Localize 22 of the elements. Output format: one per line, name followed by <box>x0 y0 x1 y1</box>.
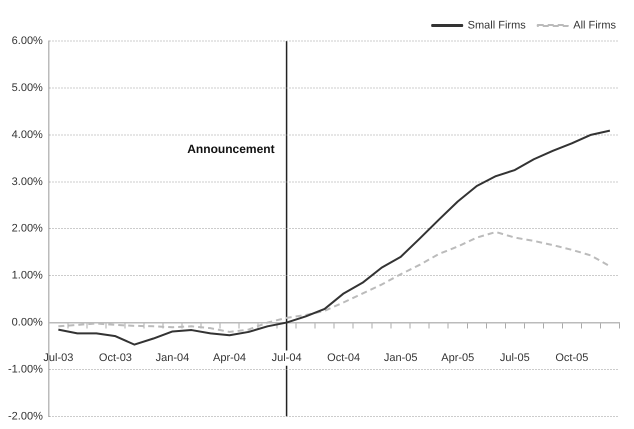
x-tick-label: Apr-04 <box>213 352 246 364</box>
x-tick-label: Oct-05 <box>555 352 588 364</box>
y-tick-label: -2.00% <box>8 410 44 422</box>
x-tick-label: Apr-05 <box>441 352 474 364</box>
x-tick-label: Jan-05 <box>384 352 418 364</box>
x-tick-label: Jan-04 <box>156 352 190 364</box>
x-tick-label: Oct-03 <box>98 352 132 364</box>
y-tick-label: -1.00% <box>8 364 44 376</box>
y-tick-label: 0.00% <box>12 316 44 329</box>
y-tick-label: 4.00% <box>12 128 44 141</box>
legend-label: All Firms <box>573 20 616 32</box>
y-tick-label: 3.00% <box>12 176 44 188</box>
x-tick-label: Jul-05 <box>500 352 530 364</box>
legend-label: Small Firms <box>468 20 526 32</box>
y-tick-label: 2.00% <box>12 222 44 235</box>
x-tick-label: Jul-04 <box>272 352 302 364</box>
ref-line-label: Announcement <box>187 142 275 156</box>
y-tick-label: 5.00% <box>12 82 44 94</box>
x-tick-label: Oct-04 <box>327 352 360 364</box>
y-tick-label: 1.00% <box>12 270 44 282</box>
x-tick-label: Jul-03 <box>43 352 74 364</box>
y-tick-label: 6.00% <box>12 35 44 48</box>
